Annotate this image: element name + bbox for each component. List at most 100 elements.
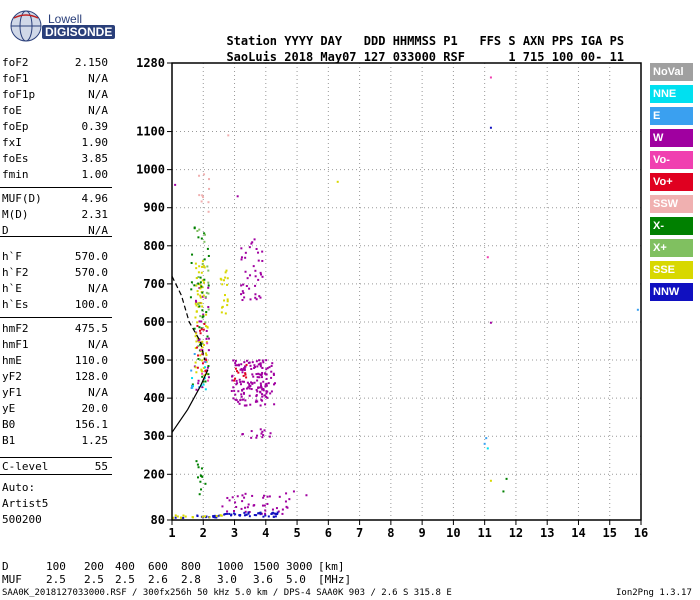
echo-point — [269, 392, 272, 395]
legend-item-nne: NNE — [650, 85, 693, 103]
echo-point — [234, 359, 237, 362]
plot-frame — [171, 62, 642, 521]
param-name: yE — [2, 402, 16, 415]
echo-point — [197, 339, 200, 342]
echo-point — [274, 515, 277, 518]
echo-point — [248, 394, 251, 397]
echo-point — [195, 304, 198, 307]
echo-point — [200, 467, 203, 470]
echo-point — [252, 265, 255, 268]
param-row: h`F2 570.0 — [2, 266, 108, 282]
echo-point — [194, 361, 197, 364]
echo-point — [242, 283, 245, 286]
y-tick-label: 700 — [143, 277, 165, 291]
echo-point — [257, 386, 260, 389]
echo-point — [204, 321, 207, 324]
echo-point — [248, 287, 251, 290]
echo-point — [215, 515, 218, 518]
echo-point — [203, 240, 206, 243]
d-value: 1500 — [253, 560, 280, 573]
y-tick-label: 500 — [143, 353, 165, 367]
d-value: 400 — [115, 560, 135, 573]
echo-point — [207, 281, 210, 284]
echo-point — [200, 328, 203, 331]
echo-point — [268, 495, 271, 498]
echo-point — [240, 367, 243, 370]
echo-point — [171, 516, 174, 519]
echo-point — [202, 383, 205, 386]
x-tick-label: 1 — [168, 526, 175, 540]
echo-point — [254, 284, 257, 287]
legend-item-vo-: Vo+ — [650, 173, 693, 191]
echo-point — [262, 361, 265, 364]
echo-point — [199, 294, 202, 297]
param-name: foE — [2, 104, 22, 117]
echo-point — [191, 384, 194, 387]
echo-point — [199, 329, 202, 332]
echo-point — [207, 349, 210, 352]
echo-point — [196, 476, 199, 479]
echo-point — [285, 505, 288, 508]
header-label: Station — [226, 34, 278, 48]
param-name: M(D) — [2, 208, 29, 221]
echo-point — [240, 293, 243, 296]
echo-point — [207, 254, 210, 257]
separator — [0, 187, 112, 188]
echo-point — [235, 399, 238, 402]
echo-point — [194, 316, 197, 319]
echo-point — [246, 381, 249, 384]
echo-point — [196, 290, 199, 293]
echo-point — [199, 281, 202, 284]
echo-point — [192, 516, 195, 519]
y-tick-label: 80 — [151, 513, 165, 527]
echo-point — [208, 187, 211, 190]
echo-point — [196, 229, 199, 232]
echo-point — [195, 284, 198, 287]
echo-point — [201, 194, 204, 197]
echo-point — [260, 398, 263, 401]
echo-point — [255, 247, 258, 250]
header-value: 127 — [363, 50, 386, 64]
echo-point — [285, 492, 288, 495]
x-tick-label: 16 — [634, 526, 648, 540]
echo-point — [181, 517, 184, 520]
param-value: 4.96 — [81, 192, 109, 205]
param-row: foE N/A — [2, 104, 108, 120]
echo-point — [236, 382, 239, 385]
globe-icon — [10, 10, 42, 42]
echo-point — [176, 515, 179, 518]
echo-point — [259, 296, 262, 299]
echo-point — [193, 327, 196, 330]
echo-point — [271, 508, 274, 511]
echo-point — [268, 366, 271, 369]
echo-point — [207, 337, 210, 340]
echo-point — [263, 504, 266, 507]
echo-point — [261, 395, 264, 398]
echo-point — [336, 180, 339, 183]
x-tick-label: 7 — [356, 526, 363, 540]
echo-point — [221, 283, 224, 286]
echo-point — [207, 379, 210, 382]
echo-point — [265, 359, 268, 362]
echo-point — [199, 343, 202, 346]
echo-point — [257, 278, 260, 281]
echo-point — [204, 370, 207, 373]
y-tick-label: 300 — [143, 429, 165, 443]
echo-point — [203, 377, 206, 380]
echo-point — [263, 429, 266, 432]
echo-point — [232, 359, 235, 362]
echo-point — [254, 275, 257, 278]
param-value: N/A — [88, 224, 108, 237]
param-value: 128.0 — [74, 370, 108, 383]
echo-point — [261, 275, 264, 278]
chart-marks — [171, 76, 639, 520]
echo-point — [270, 370, 273, 373]
param-value: 1.00 — [81, 168, 109, 181]
echo-point — [253, 238, 256, 241]
x-tick-label: 5 — [293, 526, 300, 540]
echo-point — [281, 512, 284, 515]
echo-point — [257, 251, 260, 254]
echo-point — [196, 346, 199, 349]
y-tick-label: 600 — [143, 315, 165, 329]
echo-point — [206, 335, 209, 338]
